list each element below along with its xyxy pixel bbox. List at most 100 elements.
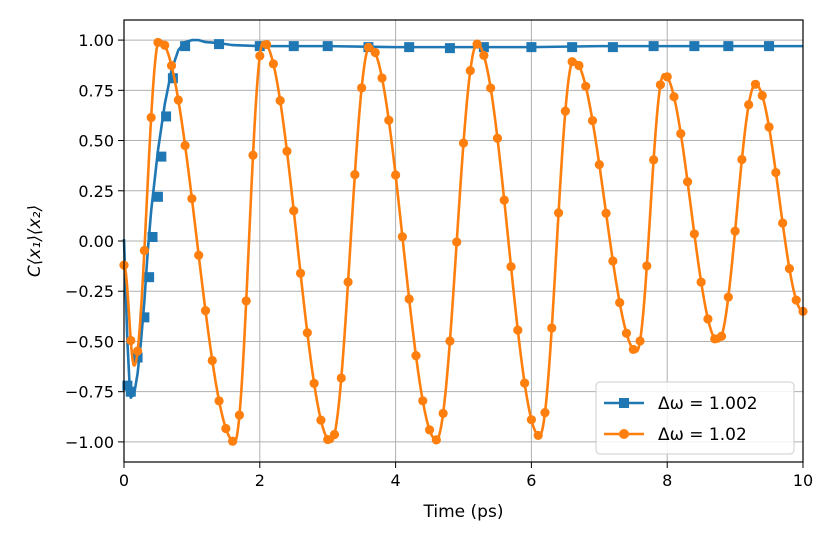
series-1-marker: [648, 41, 659, 52]
series-2-marker: [452, 237, 462, 247]
series-2-marker: [234, 410, 245, 420]
series-2-marker: [744, 100, 754, 110]
series-2-marker: [438, 408, 448, 418]
series-2-marker: [492, 133, 503, 143]
series-2-marker: [506, 262, 516, 272]
series-2-marker: [160, 40, 170, 50]
series-2-marker: [166, 61, 177, 71]
y-tick-label: 0.00: [78, 232, 114, 251]
y-tick-label: −0.50: [65, 332, 114, 351]
series-1-marker: [125, 386, 136, 397]
y-axis-label: C⟨x₁⟩⟨x₂⟩: [25, 205, 45, 277]
series-2-marker: [377, 73, 387, 83]
series-2-marker: [282, 146, 292, 156]
series-2-marker: [737, 154, 747, 165]
series-1-marker: [214, 39, 225, 50]
series-2-marker: [750, 79, 761, 89]
series-1-marker: [322, 41, 333, 52]
series-2-marker: [248, 150, 258, 160]
series-2-marker: [669, 92, 679, 102]
series-1-marker: [161, 111, 172, 122]
series-2-marker: [268, 59, 278, 69]
series-2-marker: [628, 344, 638, 355]
series-2-marker: [221, 423, 231, 434]
series-1-marker: [254, 41, 265, 52]
y-tick-label: 0.75: [78, 81, 114, 100]
series-1-marker: [139, 312, 150, 323]
series-2-marker: [370, 47, 380, 58]
series-2-marker: [458, 138, 469, 148]
x-tick-label: 6: [526, 471, 536, 490]
legend-item-series-1: Δω = 1.002: [604, 394, 758, 414]
x-tick-label: 2: [255, 471, 265, 490]
series-2-marker: [309, 378, 319, 388]
series-1-marker: [607, 42, 618, 53]
series-2-marker: [587, 116, 598, 126]
series-2-marker: [391, 170, 401, 180]
legend-marker-circle: [619, 429, 629, 439]
series-2-marker: [404, 294, 414, 304]
series-2-marker: [357, 83, 367, 93]
series-2-marker: [180, 140, 190, 151]
series-1-marker: [444, 43, 455, 54]
series-2-marker: [513, 325, 523, 335]
series-2-marker: [723, 292, 733, 302]
y-tick-label: 1.00: [78, 31, 114, 50]
x-tick-label: 10: [793, 471, 813, 490]
axis-ticks: 0 2 4 6 8 10 1.00 0.75 0.50 0.25 0.00 −0.25 −0.50 −0.…: [65, 31, 813, 490]
series-2-marker: [791, 295, 801, 305]
series-1-marker: [723, 41, 734, 52]
series-2-marker: [696, 277, 706, 287]
series-2-marker: [445, 336, 455, 346]
legend-box: [595, 381, 795, 455]
series-2-marker: [778, 218, 788, 228]
series-2-marker: [716, 331, 727, 341]
y-tick-label: −0.25: [65, 282, 114, 301]
series-2-marker: [139, 245, 149, 256]
series-2-marker: [146, 112, 156, 123]
series-2-marker: [757, 90, 767, 101]
series-2-marker: [329, 429, 340, 440]
series-2-marker: [615, 297, 625, 308]
series-2-marker: [343, 277, 353, 287]
series-2-marker: [132, 346, 143, 356]
x-tick-label: 4: [391, 471, 401, 490]
series-2-marker: [689, 229, 699, 239]
series-2-marker: [350, 170, 360, 180]
series-1-marker: [764, 41, 775, 52]
series-2-marker: [187, 194, 197, 204]
series-line-1: [122, 38, 803, 400]
series-2-marker: [553, 208, 564, 218]
series-2-marker: [418, 396, 428, 406]
series-1-marker: [567, 42, 578, 53]
y-tick-label: −0.75: [65, 383, 114, 402]
series-2-marker: [655, 80, 666, 90]
series-2-marker: [424, 425, 435, 435]
series-2-marker: [397, 232, 407, 242]
series-2-marker: [289, 206, 299, 216]
series-1-marker: [144, 272, 155, 283]
series-1-marker: [122, 380, 133, 391]
series-1-marker: [147, 231, 158, 242]
series-1-marker: [152, 191, 163, 202]
series-2-marker: [194, 250, 204, 260]
series-2-marker: [126, 335, 136, 346]
x-tick-label: 0: [119, 471, 129, 490]
series-2-marker: [526, 415, 537, 425]
series-2-marker: [533, 430, 543, 441]
series-1-marker: [156, 151, 167, 162]
series-2-marker: [540, 408, 550, 418]
series-2-marker: [173, 95, 183, 105]
series-2-marker: [560, 106, 570, 116]
series-2-marker: [662, 72, 672, 82]
series-2-marker: [642, 261, 652, 271]
series-2-marker: [384, 115, 394, 125]
y-tick-label: −1.00: [65, 433, 114, 452]
series-2-marker: [621, 328, 632, 338]
legend-item-series-2: Δω = 1.02: [604, 425, 747, 445]
series-2-marker: [431, 435, 441, 445]
series-2-marker: [228, 436, 238, 446]
series-2-marker: [465, 66, 475, 76]
series-2-marker: [771, 167, 781, 178]
